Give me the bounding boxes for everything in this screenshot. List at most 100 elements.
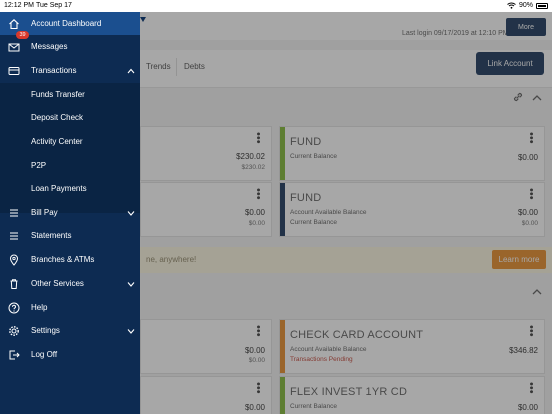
menu-label: Messages	[31, 42, 68, 51]
pending-transactions-link[interactable]: Transactions Pending	[290, 356, 353, 363]
card-sub-balance: $0.00	[521, 220, 538, 227]
status-date: Tue Sep 17	[36, 2, 72, 9]
mail-icon	[8, 43, 20, 51]
account-card[interactable]: FUND Account Available Balance Current B…	[279, 182, 545, 237]
account-card[interactable]: ••• $0.00 $0.00	[140, 182, 272, 237]
card-title: FUND	[290, 192, 322, 204]
gear-icon	[9, 325, 19, 336]
menu-item-help[interactable]: Help	[0, 296, 140, 319]
menu-item-log-off[interactable]: Log Off	[0, 343, 140, 366]
chevron-up-icon	[127, 68, 135, 73]
more-vertical-icon[interactable]: •••	[525, 188, 537, 200]
trash-icon	[10, 278, 18, 289]
card-balance: $0.00	[517, 153, 538, 162]
card-icon	[8, 66, 20, 75]
menu-item-transactions[interactable]: Transactions	[0, 59, 140, 82]
chevron-up-icon[interactable]	[532, 94, 542, 102]
home-icon	[9, 18, 19, 29]
account-card[interactable]: FUND Current Balance ••• $0.00	[279, 126, 545, 181]
tab-debts[interactable]: Debts	[184, 62, 205, 71]
logout-icon	[9, 350, 20, 359]
menu-item-settings[interactable]: Settings	[0, 319, 140, 342]
menu-item-other-services[interactable]: Other Services	[0, 272, 140, 295]
menu-label: Settings	[31, 326, 60, 335]
status-right: 90%	[507, 2, 548, 9]
wifi-icon	[507, 2, 516, 9]
chevron-down-icon	[127, 328, 135, 334]
card-title: FUND	[290, 136, 322, 148]
tab-divider	[176, 58, 177, 76]
card-label: Current Balance	[290, 153, 337, 160]
menu-item-activity-center[interactable]: Activity Center	[0, 130, 140, 153]
chevron-down-icon	[127, 281, 135, 287]
menu-label: Other Services	[31, 279, 84, 288]
menu-label: Account Dashboard	[31, 19, 102, 28]
more-vertical-icon[interactable]: •••	[525, 325, 537, 337]
chevron-down-icon	[140, 17, 146, 22]
more-vertical-icon[interactable]: •••	[525, 132, 537, 144]
menu-label: Activity Center	[31, 137, 83, 146]
account-card[interactable]: ••• $0.00	[140, 376, 272, 414]
card-sub-balance: $0.00	[248, 220, 265, 227]
list-icon	[10, 231, 18, 240]
tab-trends[interactable]: Trends	[146, 62, 171, 71]
chevron-up-icon[interactable]	[532, 288, 542, 296]
menu-label: Help	[31, 303, 48, 312]
link-icon[interactable]	[512, 91, 524, 103]
card-balance: $0.00	[244, 346, 265, 355]
dashboard-main: Last login 09/17/2019 at 12:10 PM More T…	[0, 12, 552, 414]
card-color-bar	[280, 377, 285, 414]
more-vertical-icon[interactable]: •••	[252, 325, 264, 337]
menu-item-loan-payments[interactable]: Loan Payments	[0, 177, 140, 200]
menu-label: Funds Transfer	[31, 90, 85, 99]
card-label: Account Available Balance	[290, 346, 367, 353]
menu-item-p2p[interactable]: P2P	[0, 154, 140, 177]
menu-item-bill-pay[interactable]: Bill Pay	[0, 201, 140, 224]
menu-label: Statements	[31, 231, 72, 240]
menu-label: Deposit Check	[31, 113, 84, 122]
last-login-text: Last login 09/17/2019 at 12:10 PM	[402, 30, 509, 37]
card-title: CHECK CARD ACCOUNT	[290, 329, 424, 341]
card-color-bar	[280, 127, 285, 180]
card-color-bar	[280, 320, 285, 373]
more-vertical-icon[interactable]: •••	[252, 132, 264, 144]
battery-icon	[536, 2, 548, 9]
menu-label: Transactions	[31, 66, 77, 75]
chevron-down-icon	[127, 210, 135, 216]
location-pin-icon	[9, 254, 19, 266]
promo-text: ne, anywhere!	[146, 255, 197, 264]
card-sub-balance: $0.00	[248, 357, 265, 364]
card-label: Current Balance	[290, 219, 337, 226]
menu-item-account-dashboard[interactable]: Account Dashboard	[0, 12, 140, 35]
menu-item-branches-atms[interactable]: Branches & ATMs	[0, 248, 140, 271]
more-vertical-icon[interactable]: •••	[525, 382, 537, 394]
menu-item-statements[interactable]: Statements	[0, 224, 140, 247]
card-balance: $230.02	[236, 152, 265, 161]
menu-label: Bill Pay	[31, 208, 58, 217]
card-balance: $346.82	[509, 346, 538, 355]
learn-more-button[interactable]: Learn more	[492, 250, 546, 269]
menu-backdrop[interactable]	[140, 12, 552, 414]
account-card[interactable]: FLEX INVEST 1YR CD Current Balance ••• $…	[279, 376, 545, 414]
menu-item-messages[interactable]: 39 Messages	[0, 31, 140, 58]
account-card[interactable]: ••• $230.02 $230.02	[140, 126, 272, 181]
card-balance: $0.00	[517, 403, 538, 412]
more-vertical-icon[interactable]: •••	[252, 382, 264, 394]
help-icon	[8, 302, 20, 313]
side-menu: Account Dashboard 39 Messages Transactio…	[0, 12, 140, 414]
messages-badge: 39	[16, 31, 29, 39]
menu-item-funds-transfer[interactable]: Funds Transfer	[0, 83, 140, 106]
menu-label: Log Off	[31, 350, 58, 359]
account-card[interactable]: ••• $0.00 $0.00	[140, 319, 272, 374]
card-label: Account Available Balance	[290, 209, 367, 216]
account-card[interactable]: CHECK CARD ACCOUNT Account Available Bal…	[279, 319, 545, 374]
status-time: 12:12 PM	[4, 2, 34, 9]
more-vertical-icon[interactable]: •••	[252, 188, 264, 200]
link-account-button[interactable]: Link Account	[476, 52, 544, 75]
card-balance: $0.00	[244, 208, 265, 217]
menu-label: Loan Payments	[31, 184, 87, 193]
menu-label: P2P	[31, 161, 47, 170]
more-button[interactable]: More	[506, 18, 546, 36]
card-balance: $0.00	[244, 403, 265, 412]
menu-item-deposit-check[interactable]: Deposit Check	[0, 106, 140, 129]
